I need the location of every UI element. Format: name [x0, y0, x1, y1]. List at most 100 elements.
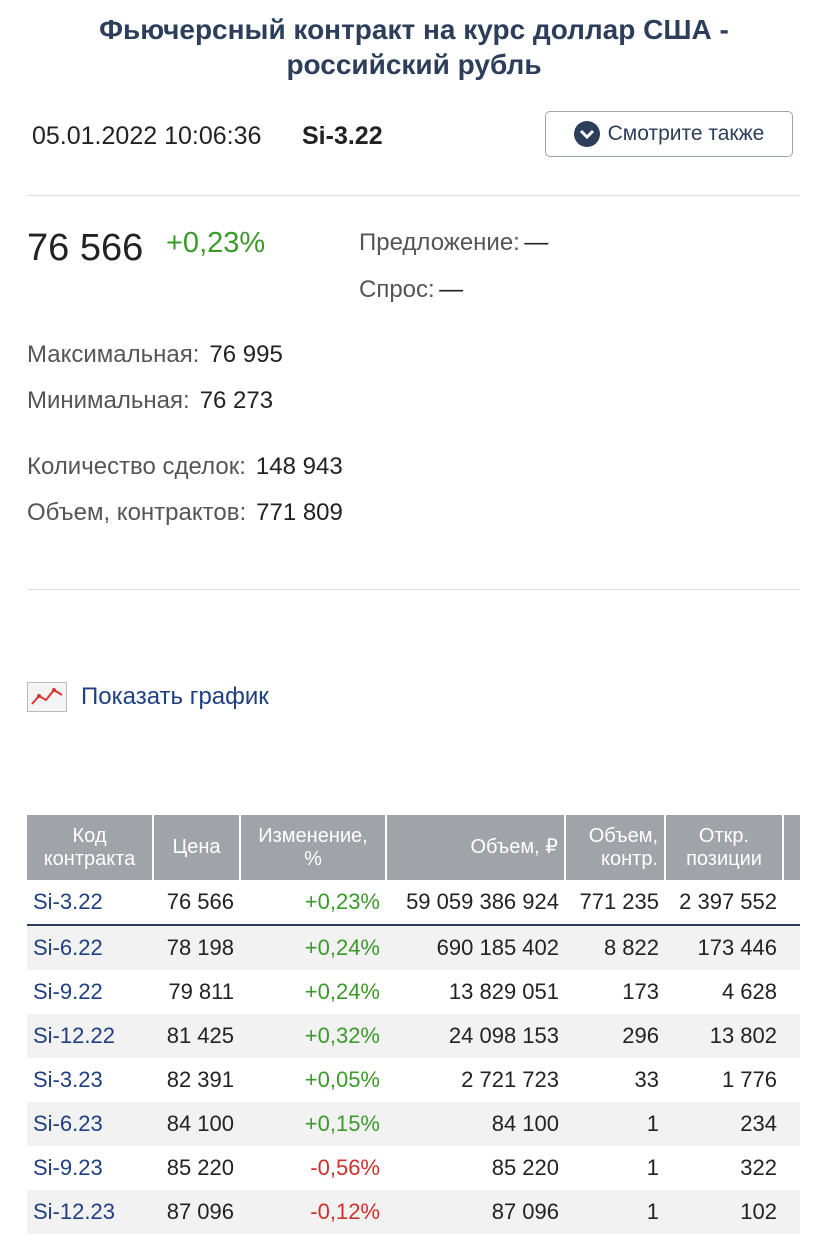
cell: 13 829 051 [448, 979, 559, 1004]
stat-label: Объем, контрактов: [27, 499, 247, 526]
offer-value: — [524, 229, 549, 256]
cell: 4 628 [721, 979, 777, 1004]
cell [783, 925, 800, 970]
stat-label: Минимальная: [27, 387, 190, 414]
cell: 2 721 723 [461, 1067, 559, 1092]
stat: Максимальная: 76 995 [27, 341, 283, 369]
cell: 85 220 [491, 1155, 559, 1180]
cell: 690 185 402 [386, 925, 565, 970]
price-change: +0,23% [166, 227, 266, 259]
contract-link[interactable]: Si-9.23 [33, 1155, 103, 1180]
table-row: Si-6.22 78 198 +0,24% 690 185 402 8 822 173 4… [27, 925, 800, 970]
column-header: Код контракта [27, 815, 154, 880]
contract-link[interactable]: Si-6.22 [27, 925, 153, 970]
cell: 82 391 [166, 1067, 234, 1092]
title: Фьючерсный контракт на курс доллар США -… [99, 14, 729, 80]
cell: 33 [634, 1067, 659, 1092]
divider [27, 589, 800, 590]
cell: 59 059 386 924 [386, 880, 565, 926]
column-header: Изменение, % [240, 815, 387, 880]
cell: 76 566 [153, 880, 240, 926]
table-row: Si-3.23 82 391 +0,05% 2 721 723 33 1 776 [27, 1058, 800, 1102]
cell: +0,05% [304, 1067, 380, 1092]
show-chart-link[interactable]: Показать график [27, 682, 269, 712]
column-header [783, 815, 800, 880]
cell [783, 1190, 800, 1234]
cell: 13 802 [665, 1014, 783, 1058]
table-row: Si-3.22 76 566 +0,23% 59 059 386 924 771 235… [27, 880, 800, 926]
column-header: Объем, контр. [565, 815, 666, 880]
cell: 771 235 [565, 880, 665, 926]
datetime: 05.01.2022 10:06:36 [32, 122, 262, 150]
chevron-icon [573, 121, 600, 147]
cell [783, 1014, 800, 1058]
stat-value: 76 995 [209, 341, 283, 368]
cell: 1 776 [721, 1067, 777, 1092]
contract-link[interactable]: Si-12.23 [27, 1190, 153, 1234]
see-also-label: Смотрите также [607, 122, 765, 145]
cell: -0,12% [240, 1190, 386, 1234]
stat-label: Количество сделок: [27, 453, 246, 480]
cell: +0,24% [304, 979, 380, 1004]
chart-icon [27, 682, 67, 712]
contract-link[interactable]: Si-3.23 [33, 1067, 103, 1092]
cell: +0,24% [240, 925, 386, 970]
bid: Спрос: — [359, 276, 463, 304]
stat: Объем, контрактов: 771 809 [27, 499, 343, 527]
cell: +0,23% [240, 880, 386, 926]
stat-value: 771 809 [256, 499, 343, 526]
cell: 173 [622, 979, 659, 1004]
table-row: Si-12.23 87 096 -0,12% 87 096 1 102 [27, 1190, 800, 1234]
divider [27, 195, 800, 196]
cell: 234 [665, 1102, 783, 1146]
cell: 87 096 [153, 1190, 240, 1234]
cell: 85 220 [166, 1155, 234, 1180]
header-row: Код контракта Цена Изменение, % Объем, ₽ Объ… [27, 815, 800, 880]
contract-link[interactable]: Si-6.23 [27, 1102, 153, 1146]
contract-link[interactable]: Si-3.22 [27, 880, 153, 926]
cell [783, 1146, 800, 1190]
cell [783, 880, 800, 926]
cell [783, 1058, 800, 1102]
cell: 296 [565, 1014, 665, 1058]
column-header: Откр. позиции [665, 815, 784, 880]
contracts-table-wrap: Код контракта Цена Изменение, % Объем, ₽ Объ… [27, 815, 800, 1256]
stat: Минимальная: 76 273 [27, 387, 273, 415]
table-row: Si-9.23 85 220 -0,56% 85 220 1 322 [27, 1146, 800, 1190]
cell: 81 425 [153, 1014, 240, 1058]
cell: 2 397 552 [665, 880, 783, 926]
table-row: Si-9.22 79 811 +0,24% 13 829 051 173 4 628 [27, 970, 800, 1014]
bid-label: Спрос: [359, 276, 435, 303]
cell: 322 [740, 1155, 777, 1180]
cell: 84 100 [386, 1102, 565, 1146]
stat: Количество сделок: 148 943 [27, 453, 343, 481]
cell: 84 100 [153, 1102, 240, 1146]
cell: 8 822 [565, 925, 665, 970]
bid-value: — [439, 276, 464, 303]
contracts-table: Код контракта Цена Изменение, % Объем, ₽ Объ… [27, 815, 800, 1234]
contract-link[interactable]: Si-9.22 [33, 979, 103, 1004]
cell: 1 [565, 1190, 665, 1234]
contract-link[interactable]: Si-12.22 [27, 1014, 153, 1058]
offer-label: Предложение: [359, 229, 520, 256]
column-header: Цена [153, 815, 241, 880]
cell: 78 198 [153, 925, 240, 970]
column-header: Объем, ₽ [386, 815, 566, 880]
stat-value: 76 273 [199, 387, 274, 414]
cell: 173 446 [665, 925, 783, 970]
cell: 79 811 [168, 979, 234, 1004]
cell: 87 096 [386, 1190, 565, 1234]
show-chart-label: Показать график [81, 683, 269, 710]
cell: +0,15% [240, 1102, 386, 1146]
cell: +0,32% [240, 1014, 386, 1058]
cell [783, 970, 800, 1014]
table-row: Si-12.22 81 425 +0,32% 24 098 153 296 13 802 [27, 1014, 800, 1058]
see-also-button[interactable]: Смотрите также [545, 111, 793, 157]
cell: 102 [665, 1190, 783, 1234]
cell: 1 [565, 1102, 665, 1146]
cell: -0,56% [310, 1155, 380, 1180]
cell [783, 1102, 800, 1146]
price: 76 566 [27, 227, 144, 269]
cell: 24 098 153 [386, 1014, 565, 1058]
